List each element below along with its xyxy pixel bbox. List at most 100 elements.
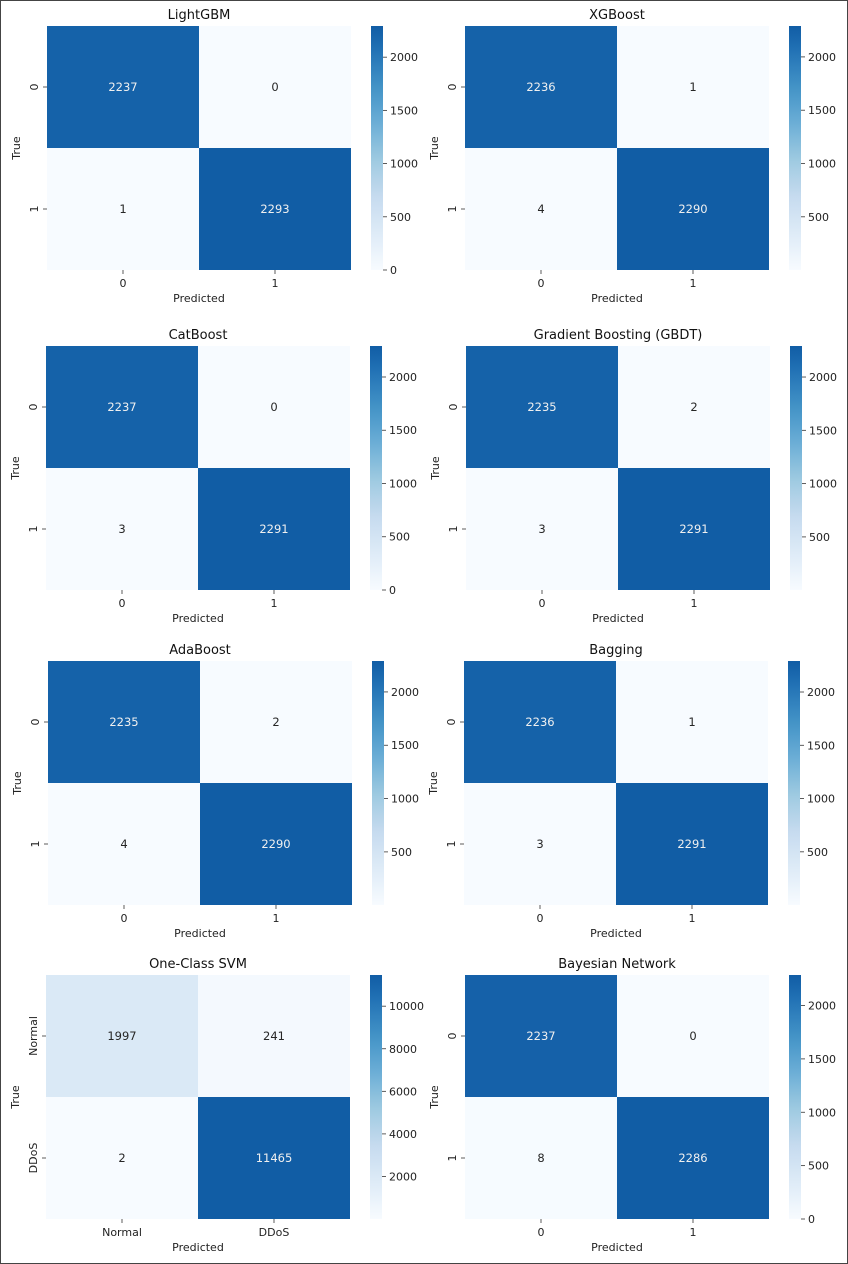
cell-value-label: 3 bbox=[536, 837, 543, 851]
heatmap-cell bbox=[617, 148, 769, 270]
colorbar-tick-label: 4000 bbox=[389, 1128, 417, 1141]
heatmap-cell bbox=[618, 468, 770, 590]
colorbar bbox=[370, 975, 382, 1219]
cell-value-label: 0 bbox=[689, 1029, 696, 1043]
y-axis-label: True bbox=[10, 136, 23, 161]
panel-6: One-Class SVM 1997 241 2 11465 Normal DDoS Pred… bbox=[9, 957, 424, 1254]
y-tick-label: 0 bbox=[446, 84, 459, 91]
y-axis-label: True bbox=[11, 771, 24, 796]
x-tick-label: 1 bbox=[272, 277, 279, 290]
y-axis-label: True bbox=[429, 456, 442, 481]
heatmap-cell bbox=[198, 346, 350, 468]
colorbar-tick-label: 2000 bbox=[389, 371, 417, 384]
colorbar-tick-label: 1000 bbox=[809, 478, 837, 491]
colorbar bbox=[789, 26, 801, 270]
panel-2: CatBoost 2237 0 3 2291 0 1 Predicted 0 1 True 0 500 1… bbox=[9, 328, 417, 625]
heatmap-cell bbox=[200, 661, 352, 783]
heatmap-cell bbox=[46, 468, 198, 590]
heatmap-cell bbox=[617, 975, 769, 1097]
y-tick-label: Normal bbox=[27, 1016, 40, 1056]
colorbar-tick-label: 1500 bbox=[807, 739, 835, 752]
colorbar-tick-label: 1500 bbox=[808, 1053, 836, 1066]
colorbar bbox=[372, 661, 384, 905]
y-tick-label: 0 bbox=[447, 404, 460, 411]
y-tick-label: 1 bbox=[447, 526, 460, 533]
colorbar-tick-label: 500 bbox=[389, 531, 410, 544]
heatmap-cell bbox=[200, 783, 352, 905]
y-tick-label: 0 bbox=[29, 719, 42, 726]
heatmap-cell bbox=[48, 783, 200, 905]
y-axis-label: True bbox=[428, 136, 441, 161]
cell-value-label: 2290 bbox=[261, 837, 290, 851]
cell-value-label: 11465 bbox=[256, 1151, 293, 1165]
colorbar-tick-label: 2000 bbox=[391, 686, 419, 699]
panel-5: Bagging 2236 1 3 2291 0 1 Predicted 0 1 True 500 100… bbox=[427, 643, 835, 940]
y-tick-label: 0 bbox=[446, 1033, 459, 1040]
x-tick-label: 1 bbox=[690, 1226, 697, 1239]
colorbar-tick-label: 1000 bbox=[808, 1106, 836, 1119]
colorbar-tick-label: 500 bbox=[807, 846, 828, 859]
cell-value-label: 2237 bbox=[108, 80, 137, 94]
colorbar-tick-label: 0 bbox=[808, 1213, 815, 1226]
x-tick-label: 0 bbox=[537, 912, 544, 925]
chart-title: Gradient Boosting (GBDT) bbox=[534, 328, 703, 343]
colorbar bbox=[370, 346, 382, 590]
panel-0: LightGBM 2237 0 1 2293 0 1 Predicted 0 1 True 0 500 1… bbox=[10, 8, 418, 305]
x-axis-label: Predicted bbox=[172, 612, 224, 625]
panel-1: XGBoost 2236 1 4 2290 0 1 Predicted 0 1 True 500 100… bbox=[428, 8, 836, 305]
x-axis-label: Predicted bbox=[173, 292, 225, 305]
heatmap-cell bbox=[46, 346, 198, 468]
heatmap-cell bbox=[617, 26, 769, 148]
y-tick-label: 1 bbox=[446, 206, 459, 213]
cell-value-label: 8 bbox=[537, 1151, 544, 1165]
x-tick-label: 1 bbox=[273, 912, 280, 925]
x-tick-label: 0 bbox=[119, 597, 126, 610]
y-axis-label: True bbox=[427, 771, 440, 796]
x-axis-label: Predicted bbox=[591, 292, 643, 305]
cell-value-label: 2236 bbox=[526, 80, 555, 94]
x-tick-label: DDoS bbox=[259, 1226, 290, 1239]
colorbar bbox=[790, 346, 802, 590]
y-axis-label: True bbox=[9, 1085, 22, 1110]
colorbar-tick-label: 2000 bbox=[389, 1170, 417, 1183]
colorbar-tick-label: 1500 bbox=[391, 739, 419, 752]
x-tick-label: 0 bbox=[538, 1226, 545, 1239]
y-tick-label: 0 bbox=[445, 719, 458, 726]
colorbar-tick-label: 2000 bbox=[390, 51, 418, 64]
x-tick-label: 0 bbox=[121, 912, 128, 925]
heatmap-cell bbox=[198, 468, 350, 590]
colorbar-tick-label: 1000 bbox=[807, 793, 835, 806]
x-tick-label: 1 bbox=[690, 277, 697, 290]
heatmap-cell bbox=[48, 661, 200, 783]
panel-3: Gradient Boosting (GBDT) 2235 2 3 2291 0 1 Pred… bbox=[429, 328, 837, 625]
x-axis-label: Predicted bbox=[592, 612, 644, 625]
cell-value-label: 4 bbox=[120, 837, 127, 851]
y-tick-label: DDoS bbox=[27, 1143, 40, 1174]
cell-value-label: 2286 bbox=[678, 1151, 707, 1165]
colorbar-tick-label: 2000 bbox=[808, 51, 836, 64]
colorbar-tick-label: 2000 bbox=[807, 686, 835, 699]
x-tick-label: 0 bbox=[120, 277, 127, 290]
heatmap-cell bbox=[466, 346, 618, 468]
cell-value-label: 2290 bbox=[678, 202, 707, 216]
x-axis-label: Predicted bbox=[590, 927, 642, 940]
heatmap-cell bbox=[618, 346, 770, 468]
x-tick-label: 0 bbox=[539, 597, 546, 610]
cell-value-label: 2 bbox=[118, 1151, 125, 1165]
heatmap-cell bbox=[47, 148, 199, 270]
heatmap-cell bbox=[464, 783, 616, 905]
colorbar-tick-label: 1000 bbox=[808, 158, 836, 171]
heatmap-cell bbox=[464, 661, 616, 783]
heatmap-cell bbox=[198, 1097, 350, 1219]
cell-value-label: 2291 bbox=[679, 522, 708, 536]
heatmap-cell bbox=[46, 975, 198, 1097]
y-tick-label: 1 bbox=[29, 841, 42, 848]
colorbar-tick-label: 1000 bbox=[391, 793, 419, 806]
x-axis-label: Predicted bbox=[591, 1241, 643, 1254]
cell-value-label: 2291 bbox=[677, 837, 706, 851]
y-tick-label: 1 bbox=[446, 1155, 459, 1162]
chart-title: LightGBM bbox=[168, 8, 231, 23]
cell-value-label: 241 bbox=[263, 1029, 285, 1043]
